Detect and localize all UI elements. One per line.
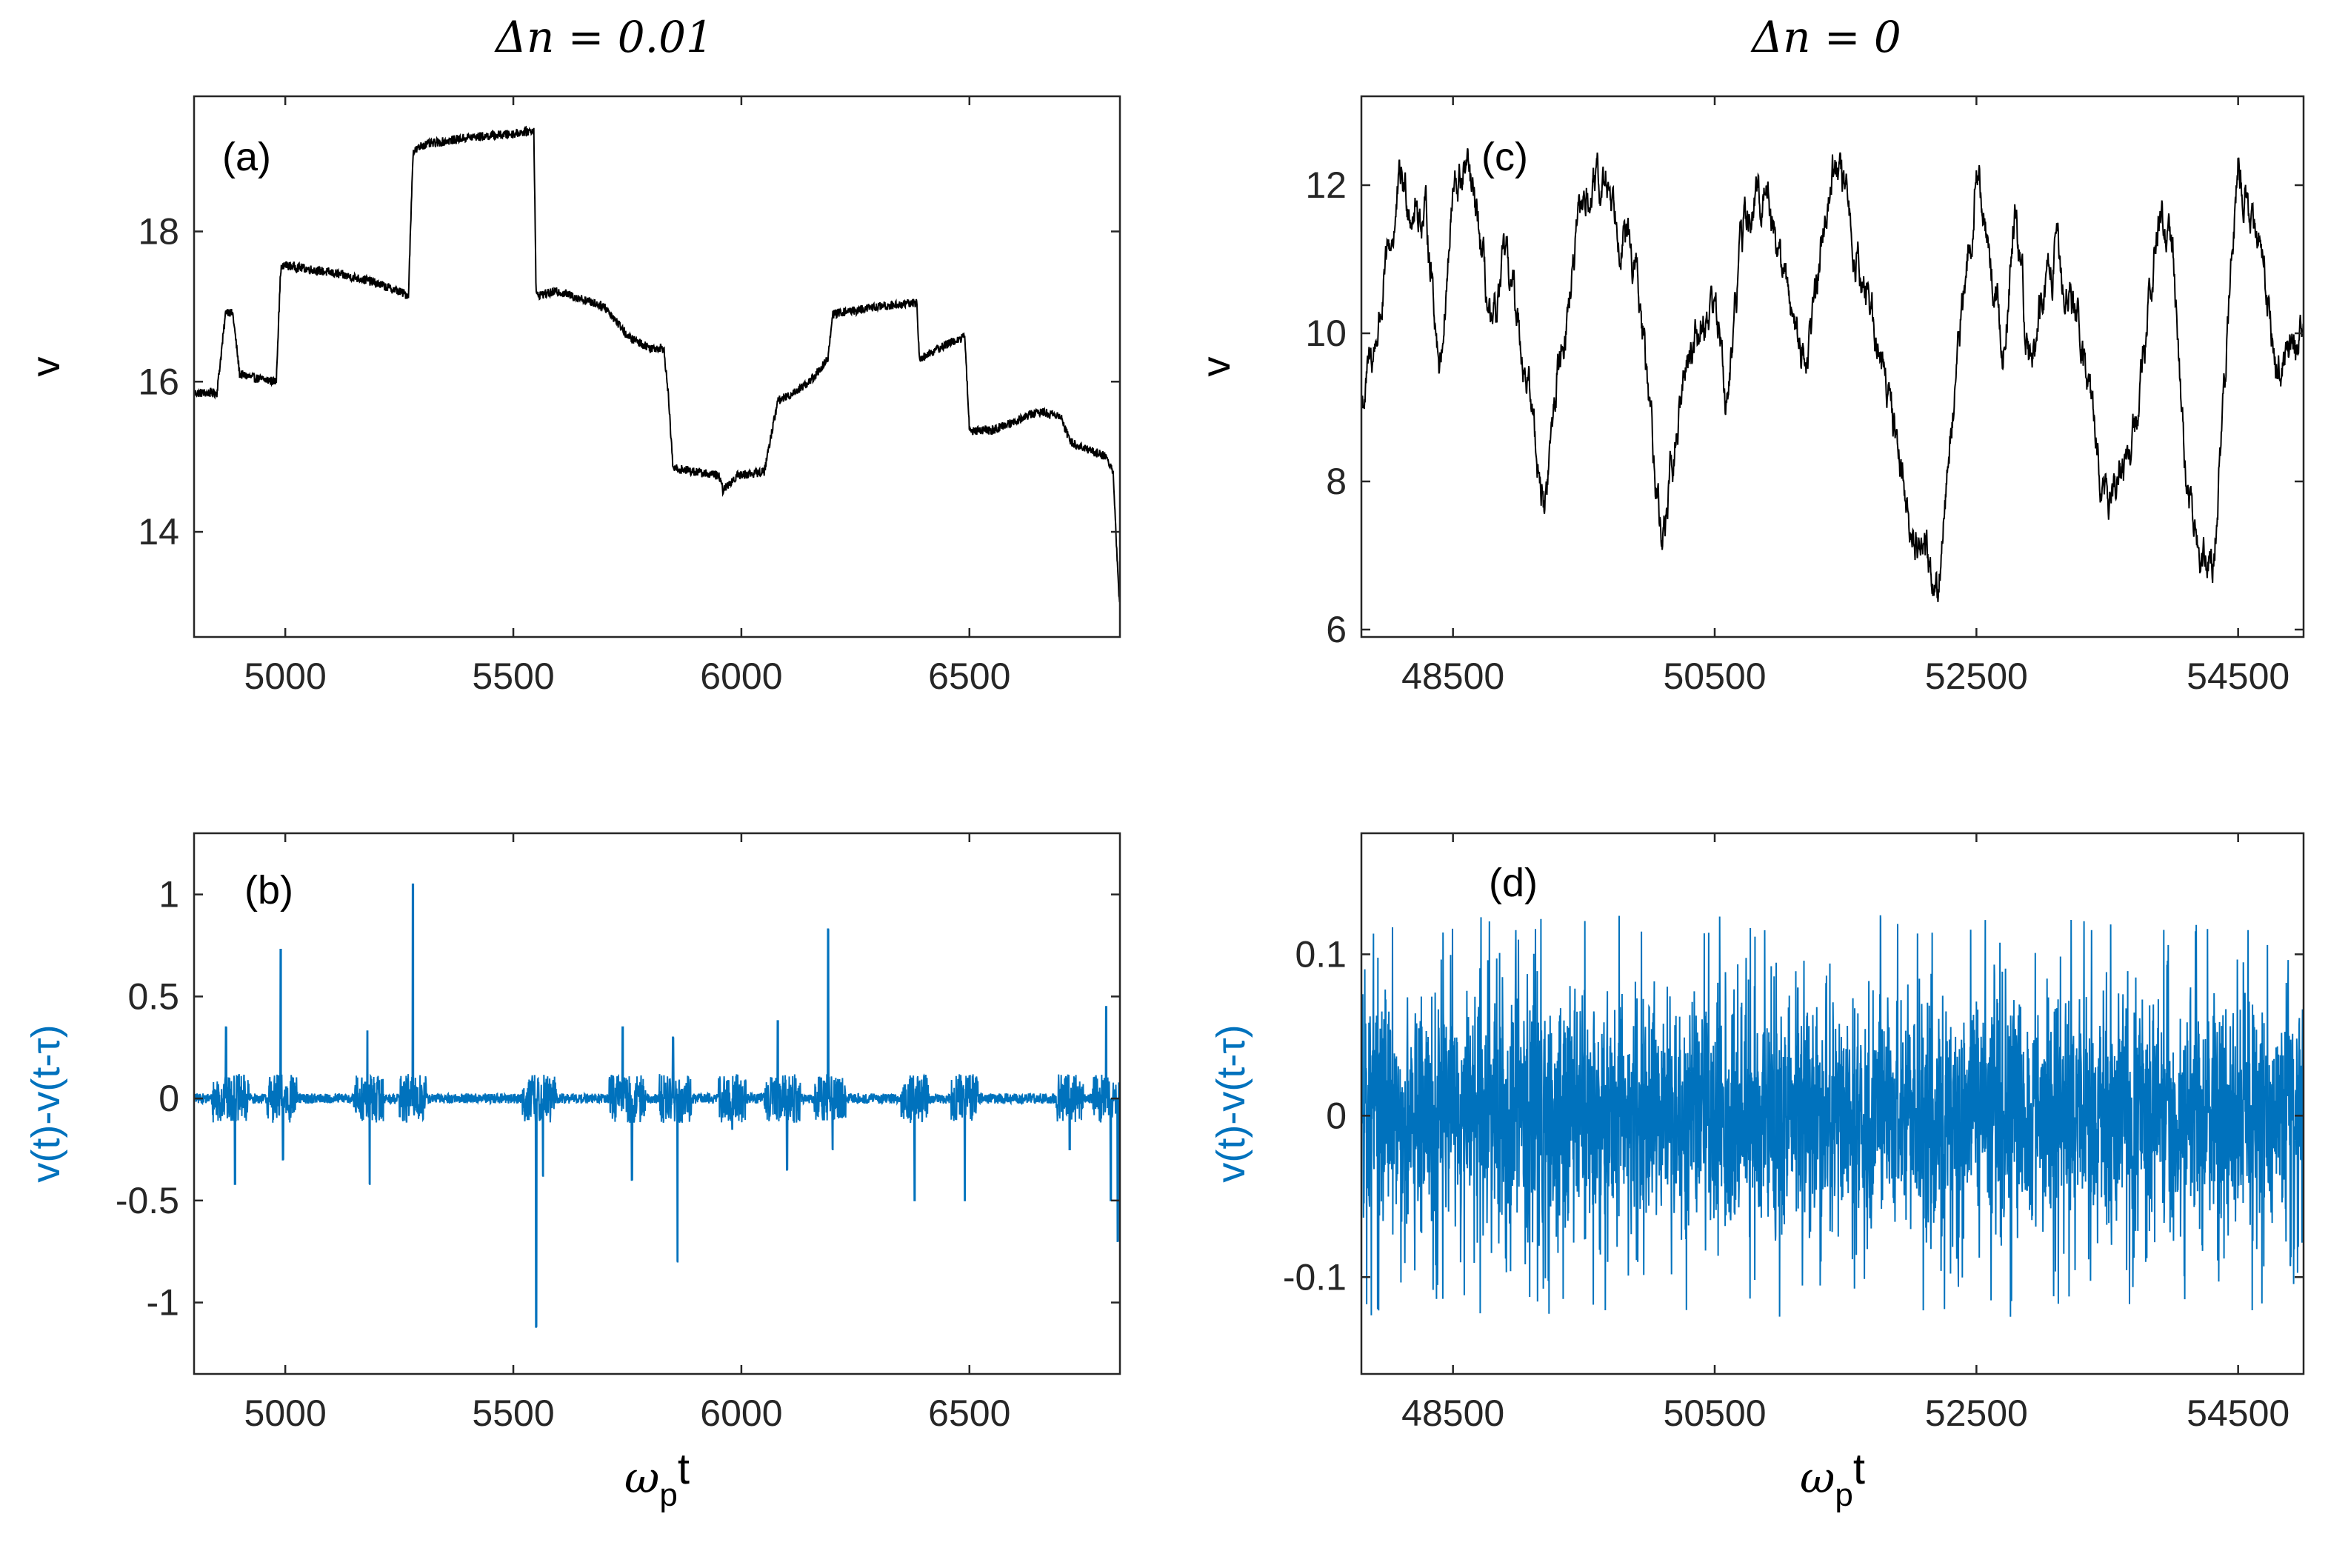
y-tick-label-a: 16 (138, 361, 179, 402)
panel-label-d: (d) (1489, 861, 1538, 905)
panel-label-c: (c) (1481, 135, 1528, 179)
y-axis-label-d: v(t)-v(t-τ) (1209, 1024, 1253, 1182)
x-tick-label-d: 50500 (1663, 1392, 1766, 1434)
panel-a: 5000 5500 6000 6500 14 16 18 (a) v (24, 95, 1121, 697)
x-tick-label-d: 52500 (1925, 1392, 2028, 1434)
series-line-d (1361, 915, 2304, 1317)
y-tick-label-b: 1 (159, 874, 179, 915)
x-tick-label-c: 52500 (1925, 655, 2028, 697)
y-tick-label-c: 10 (1305, 313, 1347, 354)
y-tick-label-b: 0 (159, 1078, 179, 1119)
y-tick-label-b: -1 (147, 1282, 179, 1324)
panel-label-a: (a) (222, 135, 271, 179)
x-axis-label-b: ωpt (624, 1445, 690, 1513)
y-tick-label-c: 6 (1326, 609, 1347, 650)
axes-box-a (193, 95, 1121, 638)
axes-box-b (193, 832, 1121, 1375)
x-tick-label-b: 5000 (244, 1392, 327, 1434)
x-axis-label-d: ωpt (1800, 1445, 1865, 1513)
series-line-c (1361, 148, 2304, 602)
y-tick-label-b: -0.5 (116, 1180, 179, 1221)
y-tick-label-a: 18 (138, 211, 179, 253)
y-tick-label-b: 0.5 (127, 975, 179, 1017)
column-title-left: Δn = 0.01 (494, 12, 713, 62)
x-tick-label-a: 6500 (928, 655, 1010, 697)
x-tick-label-c: 54500 (2187, 655, 2289, 697)
axes-box-c (1360, 95, 2305, 638)
panel-b: 5000 5500 6000 6500 -1 -0.5 0 0.5 1 (b) v(t)-v(t-τ… (24, 832, 1121, 1513)
x-tick-label-d: 48500 (1401, 1392, 1504, 1434)
y-tick-label-d: 0 (1326, 1095, 1347, 1136)
panel-d: 48500 50500 52500 54500 -0.1 0 0.1 (d) v(t)-v(t-… (1209, 832, 2305, 1513)
y-axis-label-c: v (1194, 357, 1238, 377)
x-tick-label-b: 6000 (700, 1392, 782, 1434)
x-tick-label-a: 5500 (472, 655, 554, 697)
x-tick-label-d: 54500 (2187, 1392, 2289, 1434)
x-tick-label-a: 6000 (700, 655, 782, 697)
y-tick-label-c: 12 (1305, 164, 1347, 206)
y-tick-label-c: 8 (1326, 461, 1347, 502)
x-tick-label-c: 48500 (1401, 655, 1504, 697)
series-line-b (194, 883, 1120, 1328)
y-axis-label-b: v(t)-v(t-τ) (24, 1024, 68, 1182)
x-tick-label-b: 5500 (472, 1392, 554, 1434)
y-tick-label-a: 14 (138, 511, 179, 553)
x-tick-label-a: 5000 (244, 655, 327, 697)
y-tick-label-d: -0.1 (1283, 1256, 1347, 1298)
panel-label-b: (b) (244, 868, 293, 913)
column-title-right: Δn = 0 (1750, 12, 1901, 62)
y-tick-label-d: 0.1 (1295, 933, 1347, 975)
series-line-a (194, 125, 1120, 603)
x-tick-label-c: 50500 (1663, 655, 1766, 697)
axes-box-d (1360, 832, 2305, 1375)
x-tick-label-b: 6500 (928, 1392, 1010, 1434)
panel-c: 48500 50500 52500 54500 6 8 10 12 (c) v (1194, 95, 2305, 697)
y-axis-label-a: v (24, 357, 68, 377)
